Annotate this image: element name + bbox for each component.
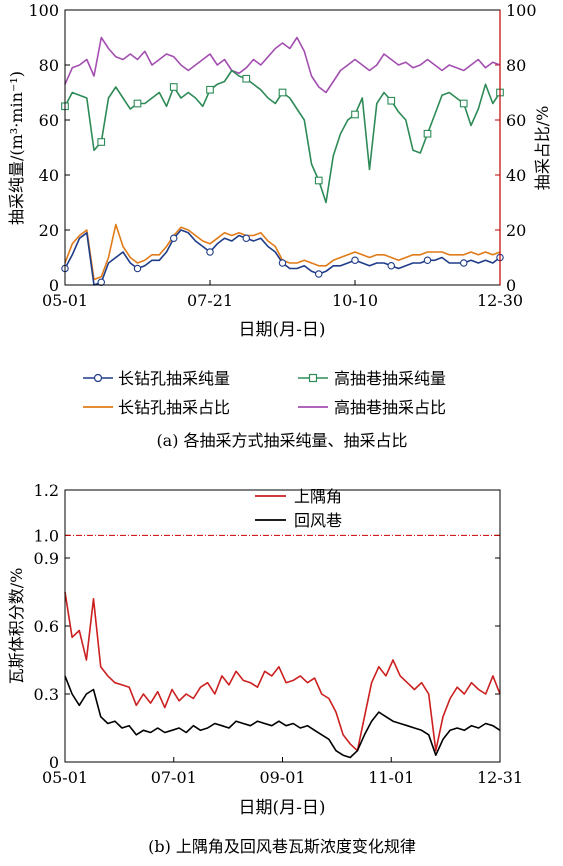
chart-a-marker-square — [97, 138, 106, 146]
chart-a-series-line — [64, 223, 501, 281]
chart-b-ytick-label: 0 — [49, 753, 59, 772]
chart-b-ytick-label: 0.9 — [34, 549, 59, 568]
chart-b-ticks — [64, 489, 501, 763]
legend-label-series-1: 长钻孔抽采纯量 — [118, 369, 230, 388]
chart-a-tick-labels: 0 20 40 60 80 100 0 20 40 60 80 100 05-01 07-21 10-10 1… — [28, 1, 536, 310]
chart-a-xlabel: 日期(月-日) — [238, 320, 325, 340]
chart-b-lines — [64, 591, 501, 759]
chart-a-xtick-label: 10-10 — [332, 291, 378, 310]
chart-a-marker-circle — [133, 264, 142, 273]
chart-b-ytick-label: 1.2 — [34, 481, 59, 500]
chart-b-legend: 上隅角 回风巷 — [255, 487, 342, 530]
chart-b-xtick-label: 07-01 — [151, 768, 197, 787]
chart-b-frame — [64, 489, 501, 763]
chart-a-marker-square — [206, 85, 214, 94]
chart-a-lines — [64, 36, 501, 286]
chart-a-marker-circle — [97, 278, 106, 286]
chart-a-marker-circle — [387, 261, 395, 270]
chart-a-xtick-label: 07-21 — [187, 291, 233, 310]
legend-label-series-4: 高抽巷抽采占比 — [334, 398, 446, 417]
chart-b-ytick-label: 0.6 — [34, 617, 59, 636]
chart-a-marker-circle — [242, 234, 251, 243]
chart-a-marker-circle — [170, 234, 178, 243]
chart-a-ytick-label: 100 — [28, 1, 59, 20]
chart-a-ylabel: 抽采纯量/(m³·min⁻¹) — [7, 71, 26, 225]
chart-a-ytick-label: 20 — [39, 221, 59, 240]
chart-a-ticks — [64, 9, 501, 286]
chart-a-y2tick-label: 20 — [506, 221, 526, 240]
chart-b: 0 0.3 0.6 0.9 1.0 1.2 05-01 07-01 09-01 11-01 12-3… — [7, 481, 523, 856]
chart-a-y2tick-label: 0 — [506, 276, 516, 295]
chart-a-marker-square — [459, 99, 468, 108]
legend-label-upper-corner: 上隅角 — [294, 487, 342, 506]
chart-a-y2tick-label: 100 — [506, 1, 537, 20]
chart-a-marker-circle — [314, 270, 323, 278]
chart-a-y2tick-label: 40 — [506, 166, 526, 185]
chart-a-marker-square — [387, 96, 396, 105]
chart-b-tick-labels: 0 0.3 0.6 0.9 1.0 1.2 05-01 07-01 09-01 11-01 12-3… — [34, 481, 524, 787]
legend-label-series-2: 高抽巷抽采纯量 — [334, 369, 446, 388]
chart-b-caption: (b) 上隅角及回风巷瓦斯浓度变化规律 — [148, 837, 416, 856]
chart-a-marker-square — [423, 129, 432, 138]
chart-a-ytick-label: 60 — [39, 111, 59, 130]
chart-a-y2label: 抽采占比/% — [533, 106, 552, 191]
chart-b-xtick-label: 11-01 — [368, 768, 414, 787]
chart-b-ytick-label: 0.3 — [34, 685, 59, 704]
chart-a-marker-square — [169, 83, 178, 91]
chart-b-series-line — [64, 675, 501, 759]
chart-a-ytick-label: 80 — [39, 56, 59, 75]
chart-a-series-line — [64, 36, 501, 94]
chart-a-marker-circle — [351, 256, 359, 264]
chart-a-legend: 长钻孔抽采纯量 高抽巷抽采纯量 长钻孔抽采占比 高抽巷抽采占比 — [83, 369, 446, 417]
legend-marker-square — [308, 373, 318, 383]
chart-b-ytick-label: 1.0 — [34, 526, 59, 545]
chart-a-frame — [64, 9, 501, 286]
chart-a-ytick-label: 0 — [49, 276, 59, 295]
legend-marker-circle — [93, 373, 103, 383]
chart-a-marker-square — [314, 176, 323, 185]
legend-label-series-3: 长钻孔抽采占比 — [118, 398, 230, 417]
legend-label-return-airway: 回风巷 — [294, 511, 342, 530]
chart-a-xtick-label: 05-01 — [42, 291, 88, 310]
chart-a-marker-square — [278, 88, 287, 97]
chart-a-marker-circle — [206, 248, 214, 256]
chart-b-series-line — [64, 591, 501, 752]
chart-a-ytick-label: 40 — [39, 166, 59, 185]
chart-b-xtick-label: 05-01 — [42, 768, 88, 787]
chart-a-xtick-label: 12-30 — [477, 291, 523, 310]
chart-a-marker-circle — [459, 259, 468, 267]
chart-b-ylabel: 瓦斯体积分数/% — [7, 568, 26, 685]
chart-b-xlabel: 日期(月-日) — [238, 798, 325, 818]
chart-a-marker-circle — [423, 256, 432, 264]
chart-a-y2tick-label: 80 — [506, 56, 526, 75]
chart-a-y2tick-label: 60 — [506, 111, 526, 130]
chart-a-marker-square — [242, 74, 251, 83]
chart-a-marker-square — [133, 99, 142, 108]
chart-b-xtick-label: 12-31 — [477, 768, 523, 787]
chart-a: 0 20 40 60 80 100 0 20 40 60 80 100 05-01 07-21 10-10 1… — [7, 1, 552, 450]
chart-a-marker-circle — [278, 259, 287, 267]
chart-b-xtick-label: 09-01 — [259, 768, 305, 787]
chart-a-caption: (a) 各抽采方式抽采纯量、抽采占比 — [156, 431, 407, 450]
chart-a-marker-square — [351, 110, 359, 119]
